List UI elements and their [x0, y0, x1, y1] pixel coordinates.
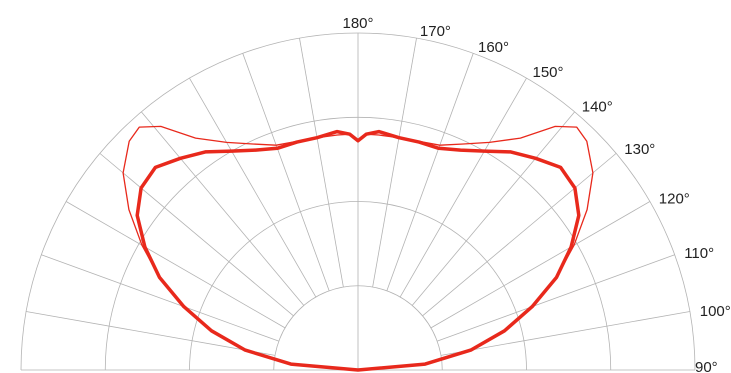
grid-spoke: [411, 111, 575, 306]
angle-label-90: 90°: [695, 359, 718, 373]
grid-spoke: [299, 38, 344, 288]
angle-label-100: 100°: [700, 303, 731, 320]
series-layer: [122, 125, 594, 372]
grid-spoke: [437, 254, 675, 342]
grid-spoke: [26, 311, 276, 356]
grid-spoke: [189, 77, 317, 298]
angle-label-110: 110°: [684, 245, 714, 262]
angle-label-180: 180°: [342, 15, 373, 32]
angle-label-120: 120°: [659, 191, 690, 208]
angle-label-130: 130°: [624, 141, 655, 158]
grid-spoke: [242, 53, 330, 291]
polar-grid: [20, 32, 696, 371]
grid-spoke: [99, 153, 294, 317]
series-line-thin: [122, 125, 594, 371]
angle-labels: 180° 170° 160° 150° 140° 130° 120° 110° 100° 90°: [342, 15, 730, 373]
grid-spoke: [386, 53, 474, 291]
angle-label-140: 140°: [582, 99, 613, 116]
grid-spoke: [440, 311, 690, 356]
angle-label-160: 160°: [478, 39, 509, 56]
grid-spoke: [399, 77, 527, 298]
grid-spoke: [422, 153, 617, 317]
angle-label-150: 150°: [533, 64, 564, 81]
grid-spoke: [41, 254, 279, 342]
angle-label-170: 170°: [420, 23, 451, 40]
grid-spoke: [430, 201, 651, 329]
grid-spoke: [65, 201, 286, 329]
grid-spoke: [141, 111, 305, 306]
grid-spoke: [372, 38, 417, 288]
